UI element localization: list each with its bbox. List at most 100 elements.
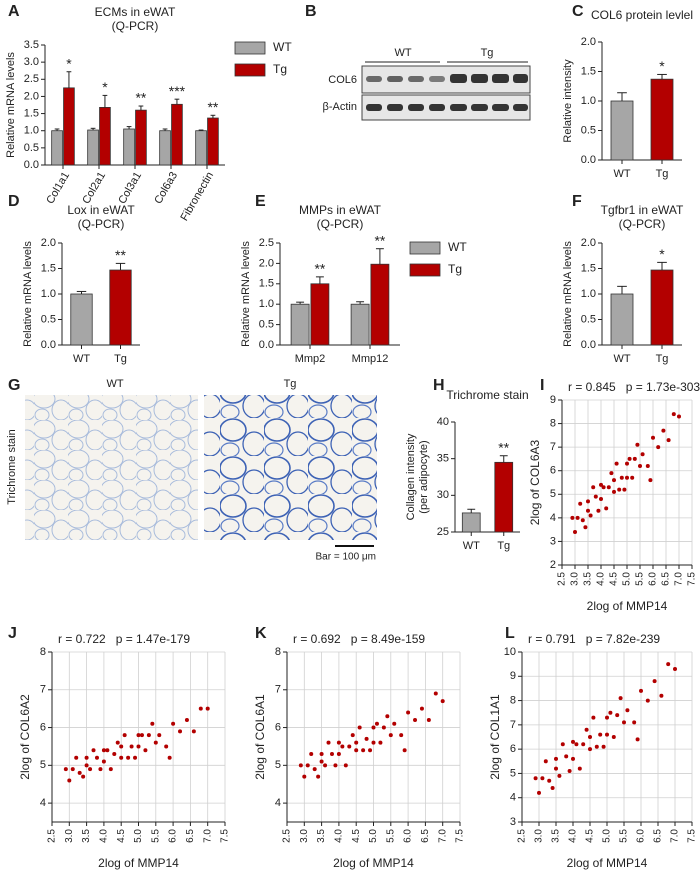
point — [178, 729, 183, 734]
bar — [207, 117, 219, 166]
point — [540, 776, 545, 781]
x-tick-label: Tg — [656, 353, 669, 365]
chart-title: MMPs in eWAT — [299, 203, 382, 217]
y-tick-label: 2.0 — [41, 237, 56, 249]
bar — [610, 293, 634, 346]
x-tick-label: 5.0 — [368, 829, 379, 843]
point — [652, 679, 657, 684]
x-tick-label: 3.0 — [299, 829, 310, 843]
bar — [195, 130, 207, 166]
point — [612, 478, 616, 483]
point — [98, 767, 103, 772]
point — [594, 744, 599, 749]
point — [81, 774, 86, 779]
point — [666, 438, 671, 443]
point — [601, 485, 606, 490]
point — [630, 475, 635, 480]
point — [433, 691, 438, 696]
y-axis-label: (per adipocyte) — [418, 440, 430, 513]
western-blot: WT Tg COL6 β-Actin — [323, 47, 531, 121]
bar — [99, 107, 111, 166]
x-tick-label: 7.5 — [687, 829, 698, 843]
bar — [650, 78, 674, 161]
legend-swatch — [234, 63, 266, 77]
point — [604, 506, 609, 511]
significance: ** — [498, 439, 509, 455]
point — [70, 767, 75, 772]
x-tick-label: 4.0 — [596, 572, 607, 586]
x-tick-label: 5.0 — [622, 572, 633, 586]
point — [606, 485, 611, 490]
histology: WT Tg Trichrome stain Bar = 100 μm — [6, 378, 377, 563]
point — [584, 727, 589, 732]
x-tick-label: Mmp2 — [295, 353, 326, 365]
point — [399, 733, 404, 738]
legend-swatch — [234, 41, 266, 55]
point — [598, 732, 603, 737]
scale-bar-label: Bar = 100 μm — [315, 552, 376, 563]
x-tick-label: 2.5 — [282, 829, 293, 843]
significance: ** — [207, 99, 218, 115]
point — [543, 759, 548, 764]
x-tick-label: 3.5 — [583, 572, 594, 586]
y-tick-label: 8 — [40, 646, 46, 658]
point — [371, 725, 376, 730]
point — [645, 698, 650, 703]
point — [625, 708, 630, 713]
y-tick-label: 7 — [40, 684, 46, 696]
point — [586, 499, 590, 504]
y-axis-label: Collagen intensity — [405, 433, 417, 520]
point — [402, 748, 407, 753]
x-tick-label: Col1a1 — [44, 170, 72, 206]
point — [648, 478, 653, 483]
panel-label: C — [572, 3, 584, 20]
point — [601, 744, 606, 749]
point — [374, 721, 379, 726]
bar — [63, 87, 75, 166]
y-tick-label: 2.5 — [259, 237, 274, 249]
y-tick-label: 0.0 — [41, 339, 56, 351]
y-tick-label: 1.0 — [41, 288, 56, 300]
point — [88, 767, 93, 772]
bar — [171, 103, 183, 166]
bar — [290, 303, 310, 346]
x-axis-label: 2log of MMP14 — [333, 856, 414, 870]
point — [638, 464, 642, 468]
bar — [87, 129, 99, 166]
point — [157, 733, 162, 738]
x-tick-label: 5.0 — [133, 829, 144, 843]
y-tick-label: 3.5 — [24, 39, 39, 51]
panel-label: D — [8, 193, 20, 210]
point — [419, 706, 424, 711]
point — [619, 475, 624, 480]
chart-title: Trichrome stain — [446, 388, 528, 402]
bar — [135, 109, 147, 166]
y-tick-label: 3 — [510, 816, 516, 828]
legend-swatch — [409, 241, 441, 255]
point — [673, 667, 677, 671]
y-tick-label: 5 — [510, 767, 516, 779]
chart-subtitle: (Q-PCR) — [619, 217, 666, 231]
panel-label: A — [8, 3, 20, 20]
point — [580, 518, 585, 523]
panel-label: J — [8, 625, 17, 642]
point — [677, 414, 681, 419]
point — [609, 471, 614, 476]
significance: * — [659, 246, 665, 262]
point — [319, 752, 324, 756]
y-tick-label: 8 — [275, 646, 281, 658]
y-tick-label: 8 — [510, 694, 516, 706]
x-tick-label: 2.5 — [517, 829, 528, 843]
point — [63, 767, 68, 772]
point — [661, 428, 666, 433]
legend-label: WT — [448, 240, 467, 254]
point — [371, 740, 376, 745]
point — [575, 515, 580, 520]
x-tick-label: 5.5 — [619, 829, 630, 843]
x-tick-label: 2.5 — [557, 572, 568, 586]
point — [635, 442, 640, 447]
point — [440, 699, 445, 704]
point — [564, 754, 569, 759]
significance: ** — [374, 232, 385, 248]
